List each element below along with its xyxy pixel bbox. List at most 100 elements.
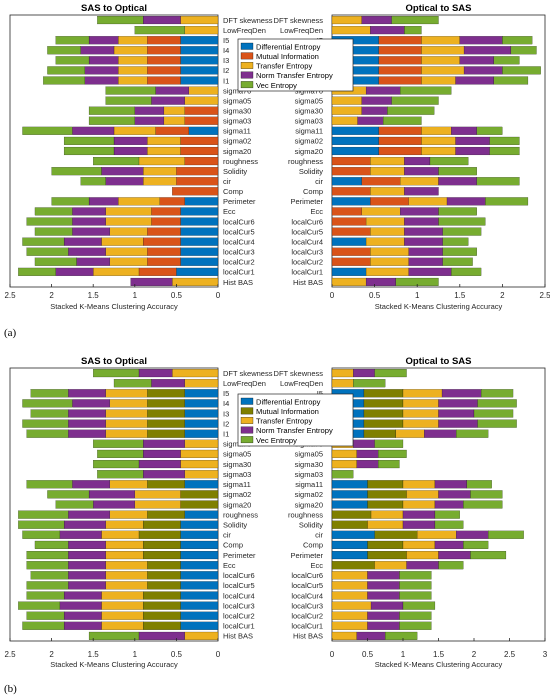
bar-3-12-2 — [406, 490, 439, 499]
bar-2-4-2 — [105, 409, 148, 418]
bar-2-19-2 — [105, 561, 148, 570]
bar-2-20-3 — [68, 571, 106, 580]
x-tick-label-3-4: 2 — [472, 650, 477, 659]
bar-0-1-2 — [184, 26, 219, 35]
bar-2-23-2 — [101, 601, 144, 610]
bar-2-15-0 — [180, 520, 219, 529]
bar-1-19-2 — [361, 207, 401, 216]
bar-0-24-4 — [34, 257, 77, 266]
bar-1-13-4 — [489, 146, 520, 156]
bar-1-17-2 — [370, 187, 405, 196]
bar-3-13-4 — [463, 500, 503, 509]
bar-1-4-4 — [493, 56, 520, 65]
bar-3-15-2 — [367, 520, 404, 529]
bar-2-3-2 — [109, 399, 148, 408]
bar-3-9-3 — [356, 460, 379, 469]
category-label-1-23: localCur3 — [291, 248, 323, 257]
bar-0-11-2 — [113, 126, 156, 135]
bar-2-9-2 — [180, 460, 219, 469]
bar-1-0-2 — [331, 16, 362, 25]
bar-0-12-3 — [113, 136, 148, 145]
category-label-0-19: Ecc — [223, 207, 236, 216]
category-label-0-17: Comp — [223, 187, 243, 196]
bar-1-26-3 — [365, 277, 396, 286]
bar-3-16-1 — [374, 530, 418, 539]
category-label-3-13: sigma20 — [295, 500, 323, 509]
bar-3-18-0 — [331, 551, 368, 560]
bar-3-13-2 — [402, 500, 436, 509]
bar-0-20-3 — [72, 217, 106, 226]
category-label-3-21: localCur5 — [291, 581, 323, 590]
bar-2-23-1 — [143, 601, 181, 610]
bar-0-16-3 — [105, 177, 144, 186]
bar-2-25-4 — [22, 621, 65, 630]
bar-0-25-4 — [18, 267, 56, 276]
bar-2-22-3 — [63, 591, 102, 600]
bar-0-24-1 — [147, 257, 181, 266]
bar-1-24-3 — [408, 257, 443, 266]
bar-2-6-1 — [147, 429, 185, 438]
bar-2-13-4 — [55, 500, 94, 509]
bar-2-12-4 — [47, 490, 90, 499]
bar-2-19-4 — [26, 561, 69, 570]
bar-1-17-1 — [331, 187, 371, 196]
bar-1-16-0 — [331, 177, 362, 186]
bar-2-11-0 — [184, 480, 219, 489]
category-label-3-26: Hist BAS — [293, 632, 323, 641]
x-tick-label-2-0: 2.5 — [4, 650, 16, 659]
bar-3-15-3 — [402, 520, 436, 529]
bar-2-13-3 — [93, 500, 135, 509]
bar-1-26-2 — [331, 277, 367, 286]
bar-3-20-2 — [331, 571, 368, 580]
bar-1-19-3 — [400, 207, 439, 216]
category-label-2-18: Perimeter — [223, 551, 256, 560]
bar-1-11-1 — [378, 126, 422, 135]
bar-1-19-1 — [331, 207, 362, 216]
category-label-3-16: cir — [315, 531, 323, 540]
bar-0-22-0 — [180, 237, 219, 246]
category-label-2-22: localCur4 — [223, 591, 255, 600]
category-label-3-25: localCur1 — [291, 622, 323, 631]
category-label-3-9: sigma30 — [295, 460, 323, 469]
bar-1-14-4 — [429, 157, 469, 166]
bar-1-14-1 — [331, 157, 371, 166]
category-label-0-16: cir — [223, 177, 231, 186]
bar-3-5-4 — [477, 419, 517, 428]
category-label-0-1: LowFreqDen — [223, 26, 266, 35]
category-label-1-0: DFT skewness — [274, 16, 324, 25]
bar-1-23-4 — [442, 247, 477, 256]
bar-3-3-3 — [438, 399, 478, 408]
bar-2-20-4 — [30, 571, 69, 580]
bar-3-4-1 — [363, 409, 404, 418]
category-label-0-23: localCur3 — [223, 248, 255, 257]
category-label-1-21: localCur5 — [291, 227, 323, 236]
bar-3-15-1 — [331, 520, 368, 529]
bar-1-22-4 — [442, 237, 469, 246]
bar-2-2-4 — [30, 389, 69, 398]
bar-1-9-2 — [331, 106, 362, 115]
category-label-2-15: Solidity — [223, 521, 247, 530]
bar-1-18-2 — [408, 197, 448, 206]
bar-2-11-2 — [109, 480, 148, 489]
bar-3-9-4 — [378, 460, 400, 469]
bar-0-12-4 — [63, 136, 115, 145]
bar-3-5-2 — [402, 419, 439, 428]
category-label-2-8: sigma05 — [223, 450, 251, 459]
category-label-2-20: localCur6 — [223, 571, 255, 580]
bar-2-14-4 — [18, 510, 69, 519]
bar-0-21-0 — [180, 227, 219, 236]
x-tick-label-0-1: 2 — [49, 291, 54, 300]
bar-2-25-1 — [143, 621, 181, 630]
x-tick-label-1-5: 2.5 — [539, 291, 550, 300]
bar-3-1-2 — [331, 379, 354, 388]
bar-1-3-3 — [463, 46, 512, 55]
bar-0-13-2 — [147, 146, 181, 156]
bar-3-17-0 — [331, 540, 368, 549]
legend-swatch-0-1 — [240, 52, 254, 60]
bar-2-16-4 — [22, 530, 61, 539]
x-tick-label-2-1: 2 — [49, 650, 54, 659]
bar-2-21-1 — [147, 581, 181, 590]
category-label-2-5: I2 — [223, 419, 229, 428]
bar-0-2-1 — [147, 36, 181, 45]
bar-3-2-3 — [441, 389, 482, 398]
